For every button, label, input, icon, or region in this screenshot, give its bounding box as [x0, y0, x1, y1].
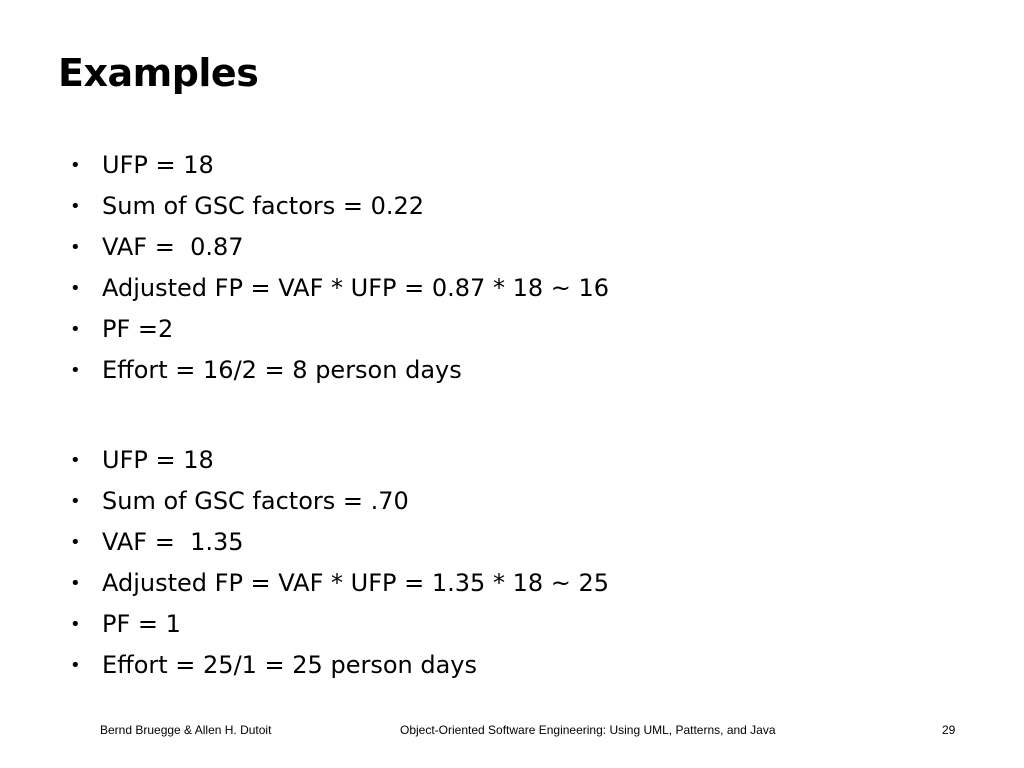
bullet-text: PF =2: [102, 315, 174, 343]
bullet-text: Effort = 16/2 = 8 person days: [102, 356, 462, 384]
bullet-item: • Adjusted FP = VAF * UFP = 1.35 * 18 ~ 2…: [70, 563, 609, 604]
bullet-item: • Adjusted FP = VAF * UFP = 0.87 * 18 ~ 1…: [70, 268, 609, 309]
bullet-icon: •: [70, 237, 81, 258]
slide-title: Examples: [58, 51, 259, 95]
bullet-icon: •: [70, 360, 81, 381]
bullet-text: Adjusted FP = VAF * UFP = 1.35 * 18 ~ 25: [102, 569, 610, 597]
bullet-icon: •: [70, 573, 81, 594]
bullet-text: Adjusted FP = VAF * UFP = 0.87 * 18 ~ 16: [102, 274, 610, 302]
bullet-item: • VAF = 1.35: [70, 522, 609, 563]
bullet-icon: •: [70, 278, 81, 299]
bullet-item: • UFP = 18: [70, 440, 609, 481]
bullet-text: VAF = 0.87: [102, 233, 244, 261]
bullet-icon: •: [70, 155, 81, 176]
bullet-text: Sum of GSC factors = 0.22: [102, 192, 425, 220]
bullet-icon: •: [70, 450, 81, 471]
bullet-item: • PF = 1: [70, 604, 609, 645]
bullet-icon: •: [70, 319, 81, 340]
bullet-item: • Sum of GSC factors = 0.22: [70, 186, 609, 227]
example-1-bullet-list: • UFP = 18 • Sum of GSC factors = 0.22 • VA…: [70, 145, 609, 391]
bullet-item: • Sum of GSC factors = .70: [70, 481, 609, 522]
bullet-icon: •: [70, 614, 81, 635]
footer-authors: Bernd Bruegge & Allen H. Dutoit: [100, 723, 272, 737]
bullet-text: Effort = 25/1 = 25 person days: [102, 651, 477, 679]
bullet-icon: •: [70, 491, 81, 512]
bullet-text: PF = 1: [102, 610, 181, 638]
bullet-text: Sum of GSC factors = .70: [102, 487, 409, 515]
bullet-icon: •: [70, 196, 81, 217]
bullet-item: • Effort = 25/1 = 25 person days: [70, 645, 609, 686]
footer-book-title: Object-Oriented Software Engineering: Us…: [400, 723, 776, 737]
bullet-text: UFP = 18: [102, 446, 214, 474]
bullet-item: • PF =2: [70, 309, 609, 350]
bullet-icon: •: [70, 532, 81, 553]
bullet-icon: •: [70, 655, 81, 676]
bullet-item: • UFP = 18: [70, 145, 609, 186]
bullet-item: • VAF = 0.87: [70, 227, 609, 268]
footer-page-number: 29: [942, 723, 956, 737]
bullet-text: UFP = 18: [102, 151, 214, 179]
bullet-item: • Effort = 16/2 = 8 person days: [70, 350, 609, 391]
bullet-text: VAF = 1.35: [102, 528, 244, 556]
example-2-bullet-list: • UFP = 18 • Sum of GSC factors = .70 • VAF…: [70, 440, 609, 686]
